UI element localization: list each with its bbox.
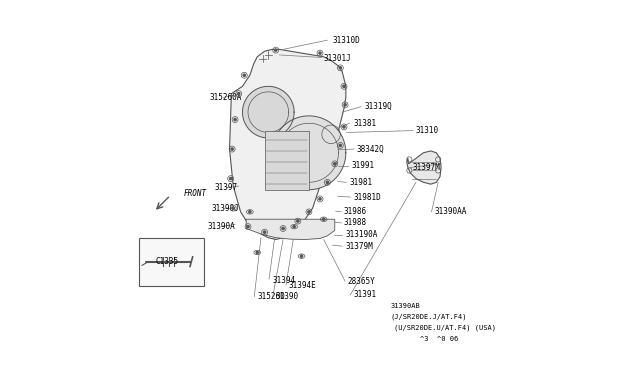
Circle shape: [300, 255, 303, 257]
Text: 31310: 31310: [416, 126, 439, 135]
Text: 31390A: 31390A: [207, 222, 235, 231]
Circle shape: [326, 181, 328, 183]
Circle shape: [339, 144, 341, 147]
Circle shape: [275, 49, 277, 51]
Text: 313190A: 313190A: [346, 230, 378, 239]
Circle shape: [308, 211, 310, 213]
Text: 31310D: 31310D: [333, 36, 361, 45]
Polygon shape: [246, 219, 335, 240]
Text: 31379M: 31379M: [346, 242, 374, 251]
Circle shape: [232, 207, 234, 209]
Text: 31991: 31991: [351, 161, 374, 170]
Circle shape: [237, 93, 240, 95]
Circle shape: [231, 148, 233, 150]
Circle shape: [297, 220, 299, 222]
Bar: [139, 238, 204, 286]
Text: 31381: 31381: [353, 119, 376, 128]
Text: 31390J: 31390J: [211, 203, 239, 213]
Circle shape: [249, 211, 251, 213]
Text: 31390AB: 31390AB: [390, 303, 420, 309]
Circle shape: [282, 227, 284, 230]
Circle shape: [344, 104, 346, 106]
Text: 31319Q: 31319Q: [364, 102, 392, 111]
Polygon shape: [407, 151, 441, 184]
Text: 31301J: 31301J: [324, 54, 351, 63]
Polygon shape: [243, 86, 294, 138]
Text: (J/SR20DE.J/AT.F4): (J/SR20DE.J/AT.F4): [390, 314, 467, 320]
Circle shape: [319, 52, 321, 54]
Circle shape: [319, 198, 321, 200]
Text: 31390: 31390: [276, 292, 299, 301]
Circle shape: [333, 163, 336, 165]
Text: 31397: 31397: [215, 183, 238, 192]
Text: FRONT: FRONT: [184, 189, 207, 198]
Text: 31394E: 31394E: [289, 281, 316, 290]
Polygon shape: [272, 116, 346, 190]
Text: 31390AA: 31390AA: [435, 207, 467, 217]
Polygon shape: [230, 49, 346, 240]
Text: 38342Q: 38342Q: [357, 145, 385, 154]
Text: 31986: 31986: [344, 207, 367, 217]
Bar: [264, 131, 309, 190]
Circle shape: [243, 74, 245, 76]
Text: 31981D: 31981D: [353, 193, 381, 202]
Circle shape: [323, 218, 324, 220]
Circle shape: [339, 67, 341, 69]
Text: 31981: 31981: [349, 178, 372, 187]
Circle shape: [230, 177, 232, 180]
Circle shape: [293, 225, 295, 228]
Text: (U/SR20DE.U/AT.F4) (USA): (U/SR20DE.U/AT.F4) (USA): [394, 325, 496, 331]
Text: 315260: 315260: [257, 292, 285, 301]
Text: C1335: C1335: [156, 257, 179, 266]
Circle shape: [264, 231, 266, 233]
Text: 31988: 31988: [344, 218, 367, 227]
Circle shape: [234, 118, 236, 121]
Text: 31394: 31394: [272, 276, 295, 285]
Circle shape: [343, 126, 345, 128]
Circle shape: [247, 225, 249, 228]
Text: 28365Y: 28365Y: [348, 278, 376, 286]
Text: ^3  ^0 06: ^3 ^0 06: [420, 336, 458, 342]
Circle shape: [256, 251, 259, 254]
Text: 315260A: 315260A: [209, 93, 242, 102]
Text: 31391: 31391: [353, 291, 376, 299]
Text: 31397M: 31397M: [412, 163, 440, 172]
Circle shape: [343, 85, 345, 87]
